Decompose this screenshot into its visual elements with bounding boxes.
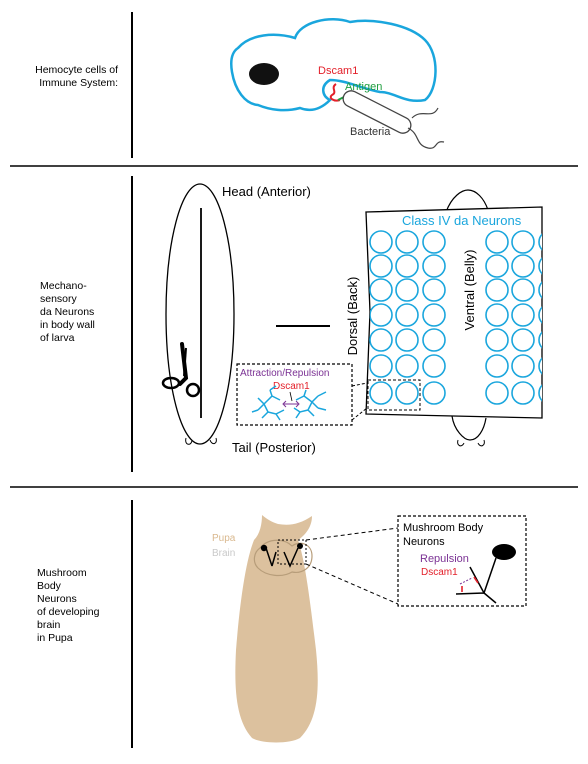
- bodywall-spiracle: [457, 439, 465, 447]
- class-iv-neuron: [511, 254, 535, 278]
- class-iv-neuron: [422, 254, 446, 278]
- class-iv-neuron: [511, 381, 535, 405]
- class-iv-neuron: [485, 303, 509, 327]
- ventral-label: Ventral (Belly): [462, 250, 477, 331]
- larva-tail-spiracle: [209, 437, 217, 445]
- dscam-receptor-icon: [329, 83, 341, 102]
- head-label: Head (Anterior): [222, 184, 311, 199]
- class-iv-neuron: [538, 254, 542, 278]
- class-iv-neuron: [369, 278, 393, 302]
- class-iv-neuron: [538, 328, 542, 352]
- class-iv-neuron: [511, 278, 535, 302]
- dscam-label: Dscam1: [318, 65, 358, 77]
- class-iv-neuron: [369, 230, 393, 254]
- pupa-brain: [253, 539, 313, 577]
- dscam-pointer: [289, 391, 293, 402]
- dendrite-neuron-right: [293, 389, 327, 419]
- pupa-label: Pupa: [212, 533, 236, 544]
- mushroom-body-left: [265, 547, 277, 567]
- mushroom-zoom-box: [277, 539, 307, 565]
- class-iv-neuron: [369, 303, 393, 327]
- hemocyte-nucleus: [249, 63, 279, 85]
- class-iv-neuron: [369, 354, 393, 378]
- class-iv-neuron: [538, 354, 542, 378]
- mushroom-zoom-line: [305, 563, 399, 605]
- class-iv-neuron: [538, 230, 542, 254]
- class-iv-neuron: [395, 254, 419, 278]
- class-iv-neuron: [538, 303, 542, 327]
- class-iv-neuron: [511, 230, 535, 254]
- class-iv-neuron: [511, 303, 535, 327]
- class-iv-neuron: [369, 381, 393, 405]
- repulsion-arrow-icon: [459, 577, 473, 585]
- pupa-diagram: Pupa Brain Mushroom Body Neurons Repulsi…: [212, 515, 527, 743]
- bacteria-flagellum-icon: [411, 107, 439, 119]
- brain-label: Brain: [212, 548, 235, 559]
- class-iv-neuron: [485, 328, 509, 352]
- class-iv-neuron: [369, 328, 393, 352]
- class-iv-neuron: [422, 230, 446, 254]
- mushroom-dscam-label: Dscam1: [421, 567, 458, 578]
- bodywall-bottom-lobe: [451, 415, 487, 441]
- bodywall-top-lobe: [445, 189, 489, 213]
- class-iv-neuron: [422, 303, 446, 327]
- scissors-icon: [161, 342, 201, 398]
- mushroom-inset: [397, 515, 527, 607]
- mushroom-inset-title-2: Neurons: [403, 536, 445, 548]
- class-iv-neuron: [395, 328, 419, 352]
- tail-label: Tail (Posterior): [232, 440, 316, 455]
- class-iv-neuron: [511, 354, 535, 378]
- class-iv-neuron: [422, 328, 446, 352]
- hemocyte-diagram: Dscam1 Antigen Bacteria: [230, 18, 445, 149]
- class-iv-neuron: [422, 381, 446, 405]
- bodywall-spiracle: [477, 439, 485, 447]
- class-iv-neuron: [538, 381, 542, 405]
- larva-tail-spiracle: [185, 437, 193, 445]
- attraction-arrow-icon: [282, 400, 300, 408]
- class-iv-neuron: [485, 230, 509, 254]
- class-iv-neuron: [395, 381, 419, 405]
- hemocyte-cell-outline: [230, 18, 437, 112]
- class-iv-neuron: [485, 354, 509, 378]
- attraction-repulsion-inset: [236, 363, 353, 426]
- class-iv-neuron: [395, 230, 419, 254]
- mushroom-neuron-axon: [455, 557, 497, 604]
- class-iv-neuron: [511, 328, 535, 352]
- pupa-body: [235, 515, 318, 743]
- class-iv-neuron: [395, 303, 419, 327]
- class-iv-neuron: [395, 354, 419, 378]
- attraction-repulsion-label: Attraction/Repulsion: [240, 368, 330, 379]
- mushroom-body-left-soma: [260, 544, 268, 552]
- dorsal-label: Dorsal (Back): [345, 277, 360, 356]
- mushroom-body-right-soma: [297, 543, 303, 549]
- row-label-mushroom-body: Mushroom Body Neurons of developing brai…: [37, 567, 100, 644]
- class-iv-neuron: [422, 354, 446, 378]
- row-label-da-neurons: Mechano- sensory da Neurons in body wall…: [40, 280, 95, 344]
- neuron-highlight-box: [367, 379, 421, 411]
- mushroom-zoom-line: [305, 527, 399, 541]
- class-iv-neuron: [538, 278, 542, 302]
- class-iv-neuron-grid: [369, 230, 542, 405]
- mushroom-neuron-soma: [492, 544, 516, 560]
- row-label-hemocyte: Hemocyte cells of Immune System:: [35, 64, 118, 89]
- larva-diagram: Head (Anterior) Tail (Posterior) Attract…: [161, 183, 543, 455]
- class-iv-label: Class IV da Neurons: [402, 213, 522, 228]
- class-iv-neuron: [395, 278, 419, 302]
- class-iv-neuron: [422, 278, 446, 302]
- class-iv-neuron: [485, 278, 509, 302]
- antigen-label: Antigen: [345, 81, 382, 93]
- mushroom-body-right: [283, 547, 299, 568]
- mushroom-inset-title-1: Mushroom Body: [403, 522, 484, 534]
- dscam-tick-icon: [473, 576, 479, 584]
- class-iv-neuron: [369, 254, 393, 278]
- inset-dscam-label: Dscam1: [273, 381, 310, 392]
- class-iv-neuron: [485, 381, 509, 405]
- bacteria-flagellum-icon: [407, 127, 445, 149]
- repulsion-label: Repulsion: [420, 553, 469, 565]
- class-iv-neuron: [485, 254, 509, 278]
- larva-body-outline: [165, 183, 235, 445]
- dendrite-neuron-left: [251, 385, 285, 421]
- bacteria-label: Bacteria: [350, 126, 391, 138]
